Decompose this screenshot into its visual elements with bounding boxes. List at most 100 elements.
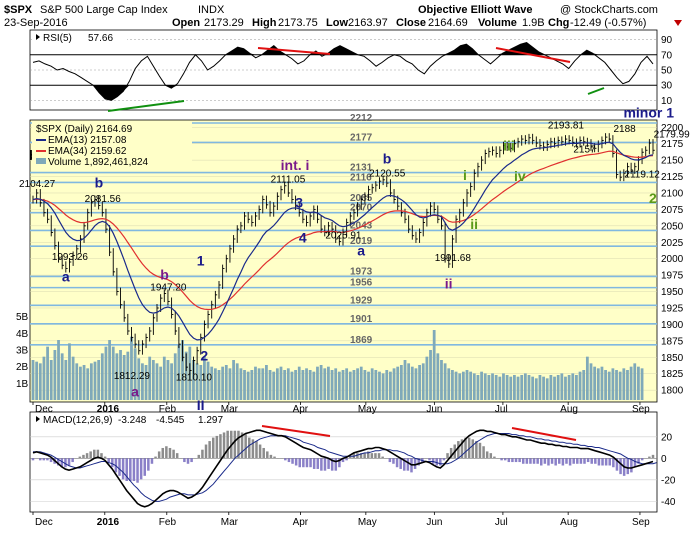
- macd-histogram-bar: [273, 457, 276, 459]
- volume-bar: [53, 350, 56, 400]
- macd-histogram-bar: [136, 458, 139, 482]
- macd-histogram-bar: [349, 457, 352, 459]
- price-point-label: 1810.10: [176, 373, 213, 384]
- macd-histogram-bar: [598, 458, 601, 465]
- price-tick-label: 1900: [661, 320, 684, 331]
- macd-histogram-bar: [118, 458, 121, 476]
- fib-level-label: 2177: [350, 132, 373, 143]
- volume-bar: [436, 353, 439, 400]
- macd-histogram-bar: [605, 458, 608, 465]
- price-point-label: 2120.55: [369, 168, 406, 179]
- macd-histogram-bar: [583, 458, 586, 463]
- volume-bar: [415, 368, 418, 400]
- macd-histogram-bar: [68, 458, 71, 465]
- macd-histogram-bar: [389, 458, 392, 462]
- volume-bar: [254, 367, 257, 400]
- price-tick-label: 1850: [661, 353, 684, 364]
- volume-bar: [229, 368, 232, 400]
- macd-histogram-bar: [601, 458, 604, 465]
- price-point-label: 2157: [573, 145, 596, 156]
- low-label: Low: [326, 17, 348, 29]
- macd-panel: 200-20-40 MACD(12,26,9) -3.248 -4.545 1.…: [30, 412, 676, 512]
- price-point-label: 1812.29: [114, 371, 151, 382]
- wave-label: 1: [197, 252, 205, 268]
- wave-label: 2: [200, 348, 208, 364]
- volume-bar: [601, 367, 604, 400]
- volume-bar: [323, 368, 326, 400]
- macd-histogram-bar: [284, 458, 287, 460]
- volume-bar: [593, 367, 596, 400]
- x-tick-label: Mar: [221, 404, 239, 415]
- macd-axis: 200-20-40: [661, 432, 676, 508]
- macd-histogram-bar: [396, 458, 399, 467]
- x-tick-label: Dec: [35, 404, 53, 415]
- x-tick-label: 2016: [97, 517, 120, 528]
- volume-bar: [287, 368, 290, 400]
- volume-bar: [444, 363, 447, 400]
- volume-bar: [79, 367, 82, 400]
- rsi-tick-label: 70: [661, 50, 673, 61]
- fib-level-label: 1901: [350, 314, 373, 325]
- volume-bar: [32, 360, 35, 400]
- volume-bar: [517, 377, 520, 400]
- volume-label: Volume: [478, 17, 517, 29]
- macd-histogram-bar: [212, 438, 215, 459]
- macd-histogram-bar: [158, 451, 161, 458]
- volume-bar: [105, 347, 108, 400]
- macd-histogram-bar: [515, 458, 518, 462]
- macd-histogram-bar: [226, 431, 229, 459]
- macd-histogram-bar: [255, 441, 258, 459]
- volume-bar: [312, 372, 315, 400]
- macd-histogram-bar: [187, 458, 190, 463]
- volume-bar: [429, 350, 432, 400]
- macd-histogram-bar: [327, 458, 330, 469]
- price-tick-label: 2100: [661, 188, 684, 199]
- volume-bar: [247, 372, 250, 400]
- macd-histogram-bar: [371, 453, 374, 458]
- rsi-value: 57.66: [88, 33, 113, 44]
- volume-bar: [272, 372, 275, 400]
- macd-histogram-bar: [320, 458, 323, 470]
- macd-histogram-bar: [32, 458, 35, 460]
- fib-level-label: 2212: [350, 113, 373, 124]
- macd-histogram-bar: [190, 458, 193, 462]
- price-point-label: 2025.91: [325, 231, 362, 242]
- volume-tick-label: 1B: [16, 379, 29, 390]
- macd-histogram-bar: [79, 457, 82, 459]
- volume-bar: [152, 360, 155, 400]
- volume-bar: [546, 378, 549, 400]
- macd-histogram-bar: [587, 458, 590, 462]
- volume-bar: [360, 367, 363, 400]
- volume-tick-label: 4B: [16, 329, 29, 340]
- volume-bar: [385, 370, 388, 400]
- price-point-label: 2179.99: [654, 129, 691, 140]
- volume-bar: [520, 375, 523, 400]
- x-tick-label: Jul: [495, 404, 508, 415]
- volume-bar: [342, 370, 345, 400]
- macd-histogram-bar: [526, 458, 529, 463]
- volume-bar: [451, 370, 454, 400]
- macd-histogram-bar: [39, 458, 42, 460]
- macd-histogram-bar: [500, 458, 503, 460]
- macd-histogram-bar: [295, 458, 298, 465]
- macd-histogram-bar: [71, 458, 74, 462]
- volume-bar: [163, 357, 166, 400]
- macd-histogram-bar: [216, 436, 219, 459]
- volume-bar: [641, 368, 644, 400]
- macd-histogram-bar: [594, 458, 597, 463]
- x-tick-label: Mar: [221, 517, 239, 528]
- close-label: Close: [396, 17, 426, 29]
- price-point-label: 2188: [613, 124, 636, 135]
- price-tick-label: 1875: [661, 336, 684, 347]
- rsi-tick-label: 30: [661, 81, 673, 92]
- fib-level-label: 1869: [350, 335, 373, 346]
- price-axis: 2200217521502125210020752050202520001975…: [661, 123, 684, 397]
- volume-bar: [604, 370, 607, 400]
- macd-histogram-bar: [309, 458, 312, 467]
- volume-bar: [597, 368, 600, 400]
- chart-header: $SPX S&P 500 Large Cap Index INDX Object…: [4, 4, 682, 29]
- volume-bar: [301, 370, 304, 400]
- wave-label: ii: [470, 216, 478, 232]
- macd-histogram-bar: [244, 434, 247, 458]
